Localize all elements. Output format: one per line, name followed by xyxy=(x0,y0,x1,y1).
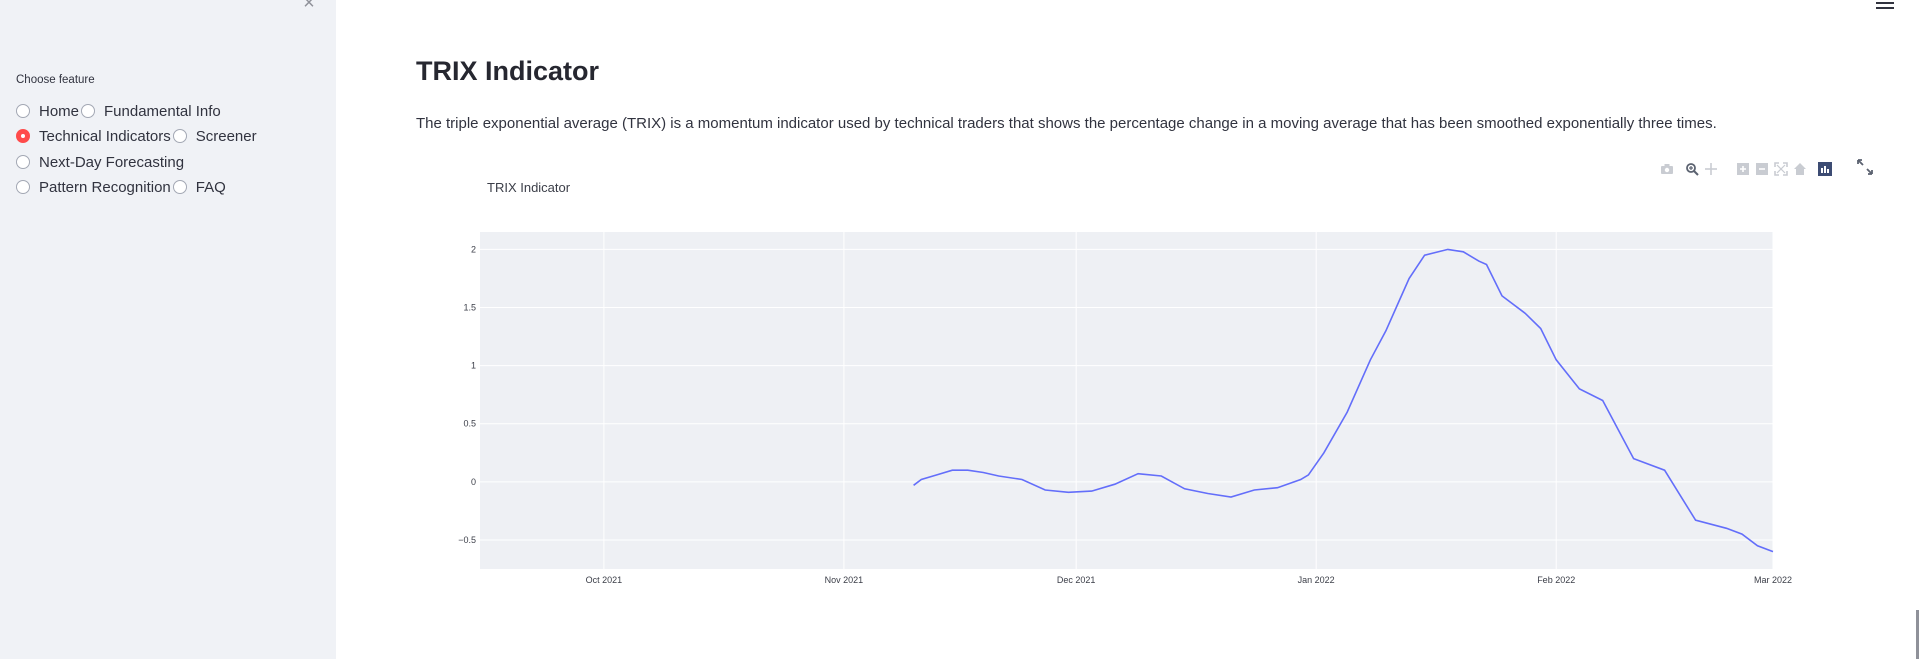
radio-circle[interactable] xyxy=(81,104,96,118)
radio-label: FAQ xyxy=(195,178,226,196)
radio-label: Technical Indicators xyxy=(39,127,171,145)
radio-label: Screener xyxy=(195,127,257,145)
x-tick-label: Oct 2021 xyxy=(586,575,623,585)
radio-label: Next-Day Forecasting xyxy=(39,153,185,171)
radio-circle[interactable] xyxy=(16,180,30,194)
radio-option-fundamental-info[interactable]: Fundamental Info xyxy=(81,103,221,120)
zoom-in-icon[interactable] xyxy=(1736,162,1750,176)
x-axis: Oct 2021 Nov 2021 Dec 2021 Jan 2022 Feb 2022… xyxy=(586,575,1792,585)
y-tick-label: 2 xyxy=(471,244,476,254)
radio-option-next-day-forecasting[interactable]: Next-Day Forecasting xyxy=(16,154,184,171)
y-tick-label: 0.5 xyxy=(463,419,476,429)
fullscreen-icon[interactable] xyxy=(1856,158,1874,176)
plotly-logo-icon[interactable] xyxy=(1818,162,1832,176)
plot-area[interactable] xyxy=(480,232,1773,569)
autoscale-icon[interactable] xyxy=(1774,162,1788,176)
zoom-out-icon[interactable] xyxy=(1755,162,1769,176)
y-axis: −0.5 0 0.5 1 1.5 2 xyxy=(458,244,476,545)
radio-option-pattern-recognition[interactable]: Pattern Recognition xyxy=(16,179,171,196)
scrollbar-thumb[interactable] xyxy=(1916,610,1919,659)
page-title: TRIX Indicator xyxy=(416,56,600,86)
chart-svg: TRIX Indicator −0.5 0 0.5 1 1.5 2 Oct 2021 Nov… xyxy=(458,180,1792,585)
radio-circle[interactable] xyxy=(16,104,30,118)
y-tick-label: 1.5 xyxy=(463,303,476,313)
sidebar: × Choose feature Home Fundamental Info T… xyxy=(0,0,336,659)
radio-row: Pattern Recognition FAQ xyxy=(16,176,228,198)
series-line-trix xyxy=(913,248,1774,553)
radio-circle[interactable] xyxy=(172,180,187,194)
x-tick-label: Jan 2022 xyxy=(1298,575,1335,585)
trix-chart: TRIX Indicator −0.5 0 0.5 1 1.5 2 Oct 2021 Nov… xyxy=(420,170,1800,590)
y-tick-label: 1 xyxy=(471,361,476,371)
y-tick-label: −0.5 xyxy=(458,535,476,545)
radio-circle[interactable] xyxy=(172,129,187,143)
radio-row: Technical Indicators Screener xyxy=(16,125,259,147)
radio-option-home[interactable]: Home xyxy=(16,103,79,120)
y-tick-label: 0 xyxy=(471,477,476,487)
radio-option-technical-indicators[interactable]: Technical Indicators xyxy=(16,128,171,145)
x-tick-label: Feb 2022 xyxy=(1537,575,1575,585)
radio-option-screener[interactable]: Screener xyxy=(172,127,257,145)
radio-circle-selected[interactable] xyxy=(16,129,30,143)
grid-layer xyxy=(480,232,1774,569)
radio-option-faq[interactable]: FAQ xyxy=(172,178,226,196)
camera-icon[interactable] xyxy=(1660,162,1674,176)
close-sidebar-icon[interactable]: × xyxy=(303,0,315,14)
zoom-icon[interactable] xyxy=(1685,162,1699,176)
pan-icon[interactable] xyxy=(1704,162,1718,176)
radio-label: Fundamental Info xyxy=(104,102,221,120)
radio-label: Pattern Recognition xyxy=(39,178,171,196)
radio-group-label: Choose feature xyxy=(16,74,95,86)
radio-row: Home Fundamental Info xyxy=(16,100,223,122)
x-tick-label: Mar 2022 xyxy=(1754,575,1792,585)
x-tick-label: Nov 2021 xyxy=(825,575,864,585)
radio-row: Next-Day Forecasting xyxy=(16,151,186,173)
x-tick-label: Dec 2021 xyxy=(1057,575,1096,585)
radio-label: Home xyxy=(39,102,80,120)
chart-title: TRIX Indicator xyxy=(487,180,571,195)
main-menu-icon[interactable] xyxy=(1876,0,1894,11)
page-description: The triple exponential average (TRIX) is… xyxy=(416,115,1717,132)
reset-axes-icon[interactable] xyxy=(1793,162,1807,176)
radio-circle[interactable] xyxy=(16,155,30,169)
